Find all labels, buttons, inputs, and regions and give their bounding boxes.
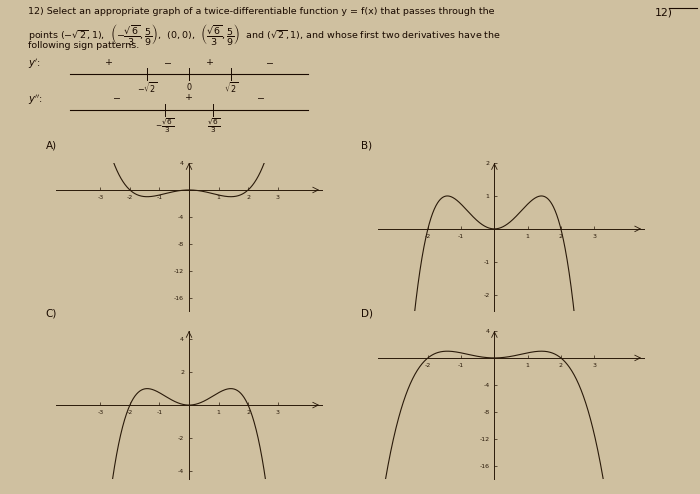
Text: 12): 12) — [654, 7, 673, 17]
Text: $\dfrac{\sqrt{6}}{3}$: $\dfrac{\sqrt{6}}{3}$ — [206, 117, 220, 135]
Text: +: + — [206, 58, 214, 67]
Text: $y'$:: $y'$: — [28, 57, 41, 71]
Text: $\sqrt{2}$: $\sqrt{2}$ — [224, 81, 238, 95]
Text: B): B) — [360, 141, 372, 151]
Text: A): A) — [46, 141, 57, 151]
Text: −: − — [257, 93, 265, 102]
Text: −: − — [265, 58, 274, 67]
Text: $0$: $0$ — [186, 81, 192, 91]
Text: 12) Select an appropriate graph of a twice-differentiable function y = f(x) that: 12) Select an appropriate graph of a twi… — [28, 7, 494, 16]
Text: points $(-\sqrt{2},1)$,  $\left(-\dfrac{\sqrt{6}}{3},\dfrac{5}{9}\right)$,  $(0,: points $(-\sqrt{2},1)$, $\left(-\dfrac{\… — [28, 22, 501, 47]
Text: −: − — [113, 93, 121, 102]
Text: $-\sqrt{2}$: $-\sqrt{2}$ — [136, 81, 158, 95]
Text: +: + — [185, 93, 193, 102]
Text: $-\dfrac{\sqrt{6}}{3}$: $-\dfrac{\sqrt{6}}{3}$ — [155, 117, 174, 135]
Text: +: + — [104, 58, 113, 67]
Text: $y''$:: $y''$: — [28, 92, 43, 107]
Text: D): D) — [360, 309, 372, 319]
Text: following sign patterns.: following sign patterns. — [28, 41, 139, 49]
Text: −: − — [164, 58, 172, 67]
Text: C): C) — [46, 309, 57, 319]
